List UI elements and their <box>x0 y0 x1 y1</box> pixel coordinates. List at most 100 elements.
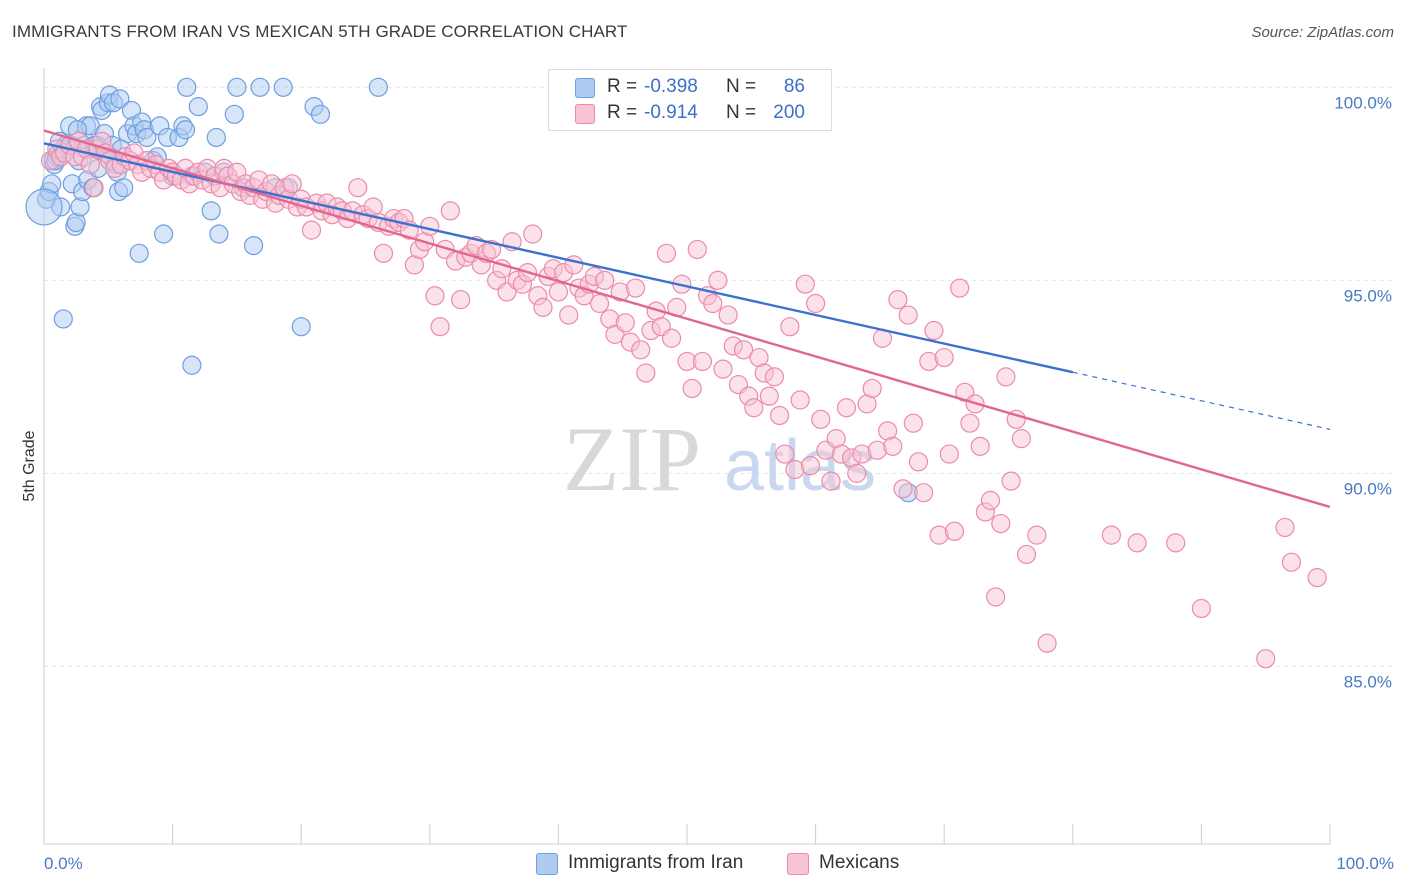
data-point-mex <box>348 178 368 198</box>
data-point-iran <box>310 104 331 124</box>
data-point-mex <box>523 224 543 244</box>
data-point-mex <box>713 359 733 379</box>
data-point-mex <box>559 305 579 325</box>
data-point-mex <box>80 154 100 175</box>
data-point-mex <box>373 243 394 263</box>
data-point-mex <box>1256 649 1276 669</box>
data-point-mex <box>420 216 440 236</box>
data-point-mex <box>800 456 821 476</box>
legend-swatch-iran <box>536 853 558 875</box>
data-point-mex <box>595 270 615 290</box>
data-point-iran <box>188 97 208 117</box>
y-tick-label: 85.0% <box>1344 672 1392 691</box>
data-point-iran <box>224 104 244 124</box>
data-point-mex <box>950 278 970 298</box>
data-point-mex <box>1001 471 1021 491</box>
data-point-mex <box>769 405 790 426</box>
data-point-mex <box>934 347 954 368</box>
data-point-mex <box>893 479 913 499</box>
data-point-mex <box>656 243 677 263</box>
data-point-mex <box>631 340 651 360</box>
data-point-iran <box>209 224 229 244</box>
data-point-mex <box>986 587 1006 607</box>
y-tick-label: 90.0% <box>1344 479 1392 498</box>
data-point-mex <box>795 274 815 294</box>
trend-line-iran-extension <box>1072 371 1331 430</box>
data-point-mex <box>924 320 944 341</box>
data-point-iran <box>129 243 149 263</box>
data-point-mex <box>661 328 682 348</box>
y-tick-label: 100.0% <box>1334 93 1392 112</box>
series-legend: Immigrants from Iran Mexicans <box>0 852 1406 878</box>
data-point-mex <box>883 436 903 456</box>
series-mexicans-points <box>40 131 1327 669</box>
data-point-iran <box>25 188 63 226</box>
data-point-iran <box>368 77 388 97</box>
data-point-mex <box>980 490 1001 510</box>
data-point-mex <box>1037 633 1057 653</box>
data-point-iran <box>273 77 293 97</box>
data-point-mex <box>970 436 990 456</box>
data-point-mex <box>790 390 810 410</box>
legend-row-iran: R = -0.398 N = 86 <box>549 74 831 100</box>
n-label: N = <box>726 76 757 97</box>
data-point-mex <box>939 444 959 464</box>
legend-swatch-mexicans <box>787 853 809 875</box>
y-tick-label: 95.0% <box>1344 286 1392 305</box>
data-point-mex <box>301 220 322 240</box>
data-point-iran <box>177 77 197 97</box>
data-point-mex <box>780 317 800 337</box>
legend-swatch-iran <box>575 78 595 98</box>
chart-title: IMMIGRANTS FROM IRAN VS MEXICAN 5TH GRAD… <box>12 22 628 41</box>
tick-labels: 100.0% 95.0% 90.0% 85.0% 0.0% 100.0% <box>44 93 1394 873</box>
data-point-mex <box>1191 598 1212 619</box>
data-point-iran <box>250 77 270 97</box>
legend-row-mexicans: R = -0.914 N = 200 <box>549 100 831 126</box>
data-point-mex <box>548 282 569 302</box>
data-point-mex <box>1307 568 1327 588</box>
data-point-iran <box>53 309 73 329</box>
data-point-mex <box>282 174 302 194</box>
data-point-mex <box>1166 533 1186 553</box>
data-point-mex <box>625 278 646 298</box>
data-point-mex <box>533 297 553 317</box>
data-point-iran <box>291 317 311 337</box>
n-label: N = <box>726 102 757 123</box>
data-point-iran <box>137 127 157 148</box>
data-point-mex <box>430 317 450 337</box>
data-point-mex <box>960 413 980 433</box>
data-point-mex <box>703 293 723 314</box>
data-point-mex <box>1011 429 1031 449</box>
data-point-mex <box>811 409 831 429</box>
data-point-mex <box>425 286 445 306</box>
data-point-mex <box>451 290 471 310</box>
legend-label-mexicans: Mexicans <box>819 852 900 873</box>
legend-swatch-mexicans <box>575 104 595 124</box>
data-point-iran <box>114 178 134 198</box>
data-point-mex <box>744 398 764 418</box>
data-point-mex <box>615 313 635 333</box>
data-point-mex <box>836 398 857 418</box>
x-tick-label: 0.0% <box>44 854 83 873</box>
data-point-iran <box>153 224 174 244</box>
data-point-mex <box>687 239 707 260</box>
correlation-legend: R = -0.398 N = 86 R = -0.914 N = 200 <box>548 69 832 131</box>
n-value: 200 <box>773 102 805 123</box>
data-point-mex <box>589 293 610 314</box>
data-point-mex <box>996 367 1016 387</box>
trend-lines <box>43 129 1331 509</box>
data-point-iran <box>244 235 264 256</box>
source-credit: Source: ZipAtlas.com <box>1251 24 1394 41</box>
data-point-mex <box>847 463 867 483</box>
trend-line-iran <box>43 142 1074 374</box>
data-point-mex <box>898 305 918 325</box>
data-point-mex <box>440 201 460 221</box>
data-point-mex <box>991 513 1011 534</box>
y-axis-label: 5th Grade <box>21 430 38 501</box>
n-value: 86 <box>783 76 805 97</box>
data-point-mex <box>708 270 728 290</box>
data-point-mex <box>903 413 923 433</box>
data-point-mex <box>862 378 882 399</box>
data-point-mex <box>718 305 738 325</box>
